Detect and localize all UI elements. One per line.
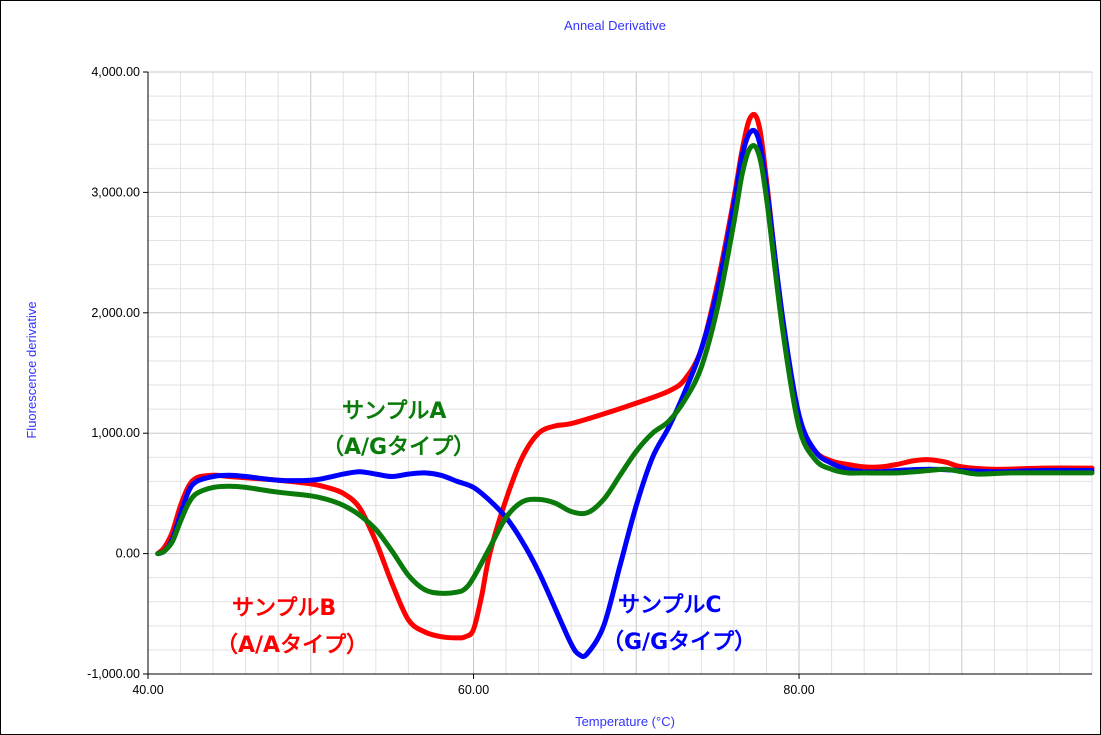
annotation-sample-a-name: サンプルA bbox=[342, 399, 446, 424]
ticks: -1,000.00 0.00 1,000.00 2,000.00 3,000.00 4,0… bbox=[87, 65, 815, 697]
x-tick-label: 60.00 bbox=[458, 683, 489, 697]
series-line-blue bbox=[155, 127, 1095, 659]
x-axis-label: Temperature (°C) bbox=[575, 714, 675, 729]
axes bbox=[147, 72, 1092, 675]
annotation-sample-c-name: サンプルC bbox=[618, 593, 722, 618]
annotation-sample-c-type: （G/Gタイプ） bbox=[602, 630, 756, 655]
y-tick-label: 0.00 bbox=[116, 547, 140, 561]
x-tick-label: 80.00 bbox=[783, 683, 814, 697]
series-line-green bbox=[155, 143, 1095, 596]
annotation-sample-b-type: （A/Aタイプ） bbox=[216, 633, 368, 658]
y-tick-label: 4,000.00 bbox=[91, 65, 140, 79]
grid bbox=[148, 71, 1093, 674]
y-axis-label: Fluorescence derivative bbox=[24, 301, 39, 438]
y-tick-label: -1,000.00 bbox=[87, 667, 140, 681]
x-tick-label: 40.00 bbox=[132, 683, 163, 697]
series-group bbox=[155, 111, 1095, 659]
y-tick-label: 3,000.00 bbox=[91, 185, 140, 199]
annotation-sample-b-name: サンプルB bbox=[232, 596, 336, 621]
y-tick-label: 2,000.00 bbox=[91, 306, 140, 320]
annotation-sample-a-type: （A/Gタイプ） bbox=[322, 435, 475, 460]
chart-title: Anneal Derivative bbox=[564, 18, 666, 33]
y-tick-label: 1,000.00 bbox=[91, 426, 140, 440]
series-line-red bbox=[155, 111, 1095, 641]
